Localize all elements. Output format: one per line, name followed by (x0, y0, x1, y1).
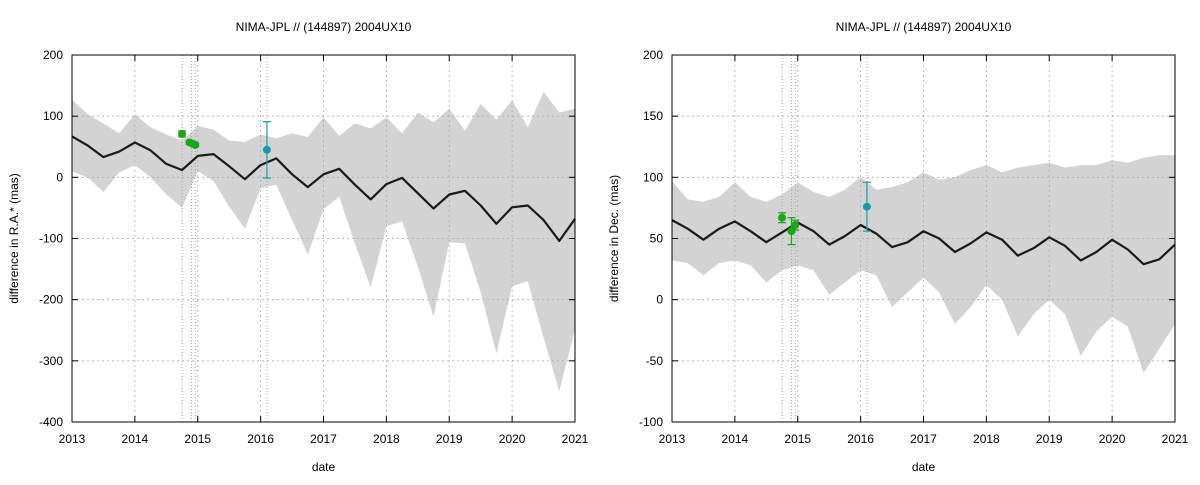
y-axis-label: difference in Dec. (mas) (607, 175, 621, 302)
x-tick-label: 2016 (847, 432, 874, 446)
y-tick-label: -300 (39, 354, 63, 368)
y-tick-label: 150 (643, 109, 663, 123)
x-tick-label: 2013 (59, 432, 86, 446)
x-tick-label: 2019 (1036, 432, 1063, 446)
y-tick-label: 100 (43, 109, 63, 123)
y-tick-label: 100 (643, 170, 663, 184)
x-tick-label: 2016 (247, 432, 274, 446)
x-tick-label: 2018 (973, 432, 1000, 446)
x-tick-label: 2021 (1162, 432, 1189, 446)
y-tick-label: 50 (650, 232, 664, 246)
uncertainty-band (672, 155, 1175, 374)
data-point (191, 140, 200, 149)
x-tick-label: 2018 (373, 432, 400, 446)
y-tick-label: 0 (56, 170, 63, 184)
x-tick-label: 2017 (910, 432, 937, 446)
x-tick-label: 2015 (784, 432, 811, 446)
y-tick-label: -100 (639, 415, 663, 429)
x-tick-label: 2014 (722, 432, 749, 446)
y-tick-label: -50 (646, 354, 664, 368)
data-point (178, 129, 187, 138)
dec-chart: 2013 2014 2015 2016 2017 2018 2019 2020 2021 -100… (607, 20, 1189, 474)
data-point (787, 227, 796, 236)
chart-title: NIMA-JPL // (144897) 2004UX10 (836, 20, 1012, 34)
x-tick-label: 2015 (184, 432, 211, 446)
data-point (862, 202, 871, 211)
y-tick-label: 200 (43, 48, 63, 62)
x-tick-label: 2021 (562, 432, 589, 446)
x-tick-label: 2013 (659, 432, 686, 446)
data-point (778, 213, 787, 222)
y-tick-label: -100 (39, 232, 63, 246)
central-line (71, 135, 576, 242)
data-point (262, 145, 271, 154)
x-tick-label: 2017 (310, 432, 337, 446)
x-tick-label: 2019 (436, 432, 463, 446)
y-tick-label: 200 (643, 48, 663, 62)
y-tick-label: -400 (39, 415, 63, 429)
x-tick-label: 2014 (122, 432, 149, 446)
central-line (671, 219, 1176, 266)
chart-title: NIMA-JPL // (144897) 2004UX10 (236, 20, 412, 34)
data-point (791, 221, 800, 230)
x-axis-label: date (912, 460, 936, 474)
y-tick-label: -200 (39, 293, 63, 307)
y-tick-label: 0 (656, 293, 663, 307)
ra-chart: 2013 2014 2015 2016 2017 2018 2019 2020 2021 -400… (7, 20, 589, 474)
y-axis-label: difference in R.A.* (mas) (7, 173, 21, 304)
x-tick-label: 2020 (499, 432, 526, 446)
x-tick-label: 2020 (1099, 432, 1126, 446)
x-axis-label: date (312, 460, 336, 474)
